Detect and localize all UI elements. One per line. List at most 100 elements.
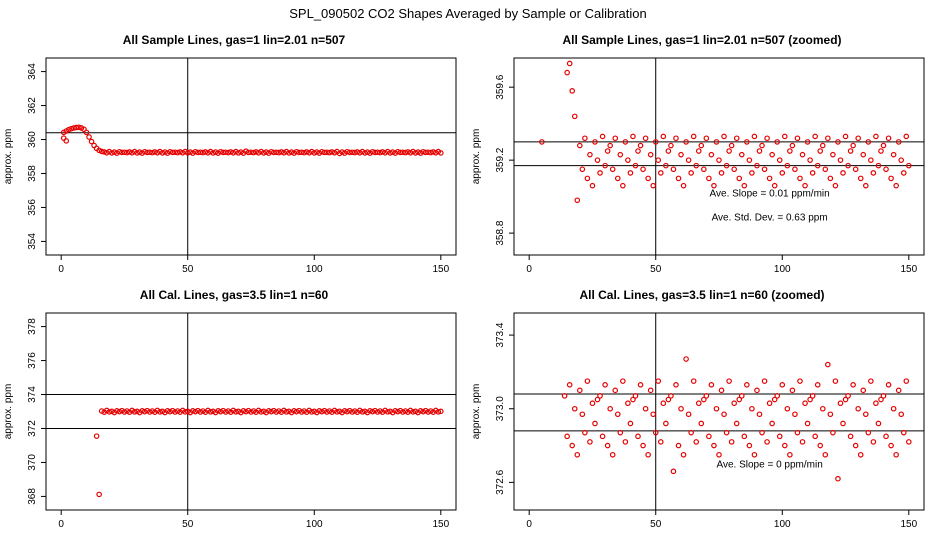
data-point [906,439,912,445]
data-point [612,387,619,394]
data-point [733,420,740,427]
data-point [883,166,889,173]
data-point [159,150,166,156]
data-point [673,382,679,388]
data-point [635,433,641,440]
data-point [577,387,583,394]
x-tick-label: 50 [182,264,194,275]
data-point [678,405,684,412]
data-point [291,408,297,414]
data-point [870,439,877,445]
data-point [878,396,884,403]
data-point [771,396,778,403]
data-point [189,408,196,414]
data-point [657,170,664,176]
data-point [893,182,899,189]
data-point [587,439,593,445]
data-point [827,411,834,418]
data-point [769,151,775,158]
data-point [324,149,330,156]
plot-box [45,57,457,256]
data-point [311,150,318,156]
data-point [539,139,545,145]
data-point [890,151,897,158]
data-point [579,411,586,418]
data-point [825,135,831,142]
data-point [819,142,826,149]
data-point [594,396,601,403]
data-point [283,409,290,415]
data-point [711,442,717,449]
data-point [374,149,381,156]
data-point [569,88,576,94]
data-point [119,149,125,156]
y-axis-label: approx. ppm [471,129,482,185]
data-point [622,139,629,145]
data-point [412,150,419,156]
x-tick-label: 150 [900,519,917,530]
data-point [169,149,176,156]
data-point [690,133,697,140]
plot-cal-lines: 0 50 100 150 368 370 372 374 376 378 approx. ppm [3,312,457,530]
data-point [713,139,720,145]
data-point [703,393,710,399]
data-point [802,182,808,189]
data-point [688,170,694,176]
data-point [759,429,765,436]
data-point [564,433,570,440]
data-point [850,382,856,388]
data-point [68,125,75,132]
data-point [675,442,682,449]
data-point [622,439,629,445]
data-point [225,149,232,156]
data-point [625,157,631,163]
data-point [835,475,841,482]
data-point [701,166,707,173]
data-point [693,162,700,169]
data-point [157,409,163,415]
data-point [698,142,705,149]
data-point [665,396,672,403]
y-tick-label: 358 [27,165,38,182]
data-point [870,170,877,176]
data-point [716,451,722,458]
data-point [369,148,376,155]
data-point [141,148,148,155]
data-point [344,148,350,155]
data-point [341,408,348,414]
data-point [655,157,662,163]
data-point [832,182,839,189]
data-point [784,162,791,169]
panel-cal-lines: All Cal. Lines, gas=3.5 lin=1 n=60 0 50 10… [0,285,468,540]
data-point [235,150,242,156]
data-point [784,405,791,412]
data-point [814,162,821,169]
data-point [422,149,429,156]
data-point [776,157,783,163]
data-point [845,393,851,399]
annotation-text: Ave. Std. Dev. = 0.63 ppm [712,212,828,223]
data-point [817,148,824,154]
data-point [296,149,302,156]
plot-sample-lines-zoomed: 0 50 100 150 358.8 359.2 359.6 approx. ppm Ave. … [471,57,925,275]
data-point [574,451,581,458]
data-point [614,411,621,418]
data-point [657,439,664,445]
data-point [83,129,90,136]
data-point [167,148,173,155]
y-tick-label: 372.6 [495,469,506,494]
data-point [240,408,247,414]
data-point [678,151,684,158]
data-point [711,182,717,189]
data-point [771,182,778,189]
data-point [746,442,753,449]
data-point [397,149,404,156]
data-point [779,382,786,388]
data-point [880,142,887,149]
data-point [731,400,737,407]
data-point [564,69,570,76]
data-point [566,60,573,67]
data-point [736,175,743,182]
plot-box [45,312,457,511]
